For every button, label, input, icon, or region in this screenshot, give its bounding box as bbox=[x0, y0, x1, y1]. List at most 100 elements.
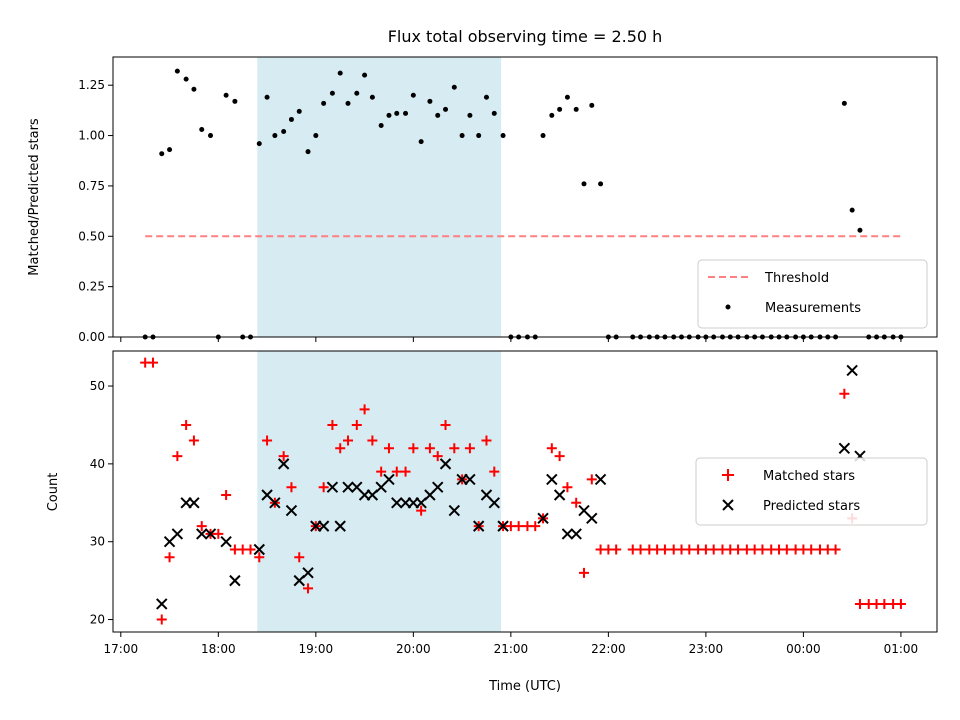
x-tick-label: 18:00 bbox=[201, 642, 236, 656]
measurement-point bbox=[403, 110, 409, 116]
predicted-star-point bbox=[472, 520, 485, 532]
measurement-point bbox=[467, 112, 473, 118]
matched-star-point bbox=[156, 614, 167, 625]
matched-star-point bbox=[254, 552, 265, 563]
measurement-point bbox=[167, 147, 173, 153]
predicted-star-point bbox=[285, 504, 298, 517]
top-legend: Threshold Measurements bbox=[697, 259, 928, 329]
measurement-point bbox=[394, 110, 400, 116]
axes-frame bbox=[112, 350, 938, 633]
measurement-point bbox=[483, 94, 489, 100]
matched-star-point bbox=[659, 544, 670, 555]
predicted-star-point bbox=[594, 473, 607, 486]
matched-star-point bbox=[854, 598, 865, 609]
matched-star-point bbox=[383, 443, 394, 454]
measurement-point bbox=[589, 102, 595, 108]
predicted-star-point bbox=[391, 497, 403, 509]
matched-star-point bbox=[416, 505, 427, 516]
measurement-point bbox=[329, 90, 335, 96]
y-tick-label: 50 bbox=[90, 379, 105, 393]
y-tick-label: 30 bbox=[90, 535, 105, 549]
measurement-point bbox=[281, 129, 287, 135]
matched-star-point bbox=[708, 544, 719, 555]
matched-star-point bbox=[164, 552, 175, 563]
measurement-point bbox=[581, 181, 587, 187]
legend-measurements-label: Measurements bbox=[765, 301, 861, 316]
matched-star-point bbox=[376, 466, 387, 477]
legend-predicted-swatch bbox=[722, 499, 734, 511]
matched-star-point bbox=[839, 388, 850, 399]
matched-star-point bbox=[546, 443, 557, 454]
matched-star-point bbox=[327, 419, 338, 430]
measurement-point bbox=[549, 112, 555, 118]
measurement-point bbox=[305, 149, 311, 155]
x-tick-label: 17:00 bbox=[104, 642, 139, 656]
predicted-star-point bbox=[586, 512, 598, 525]
measurement-point bbox=[557, 106, 563, 112]
predicted-star-point bbox=[269, 497, 281, 509]
observing-window bbox=[257, 351, 502, 632]
y-tick-label: 40 bbox=[90, 457, 105, 471]
matched-star-point bbox=[554, 451, 565, 462]
measurement-point bbox=[159, 151, 165, 157]
measurement-point bbox=[410, 92, 416, 98]
matched-star-point bbox=[335, 443, 346, 454]
matched-star-point bbox=[781, 544, 792, 555]
matched-star-point bbox=[213, 528, 224, 539]
predicted-star-point bbox=[326, 481, 339, 493]
measurement-point bbox=[313, 133, 319, 139]
measurement-point bbox=[208, 133, 214, 139]
y-tick-label: 0.75 bbox=[78, 179, 105, 193]
matched-star-point bbox=[489, 466, 500, 477]
matched-star-point bbox=[830, 544, 841, 555]
legend-predicted-label: Predicted stars bbox=[763, 499, 860, 514]
predicted-star-point bbox=[220, 535, 232, 548]
x-tick-label: 22:00 bbox=[591, 642, 626, 656]
matched-star-point bbox=[757, 544, 768, 555]
measurement-point bbox=[418, 139, 424, 145]
matched-star-point bbox=[408, 443, 419, 454]
measurement-point bbox=[500, 133, 506, 139]
matched-star-point bbox=[806, 544, 817, 555]
measurement-point bbox=[191, 86, 197, 92]
matched-star-point bbox=[303, 583, 314, 594]
measurement-point bbox=[849, 207, 855, 213]
matched-star-point bbox=[879, 598, 890, 609]
y-tick-label: 1.00 bbox=[78, 129, 105, 143]
measurement-point bbox=[435, 112, 441, 118]
predicted-star-point bbox=[171, 528, 184, 540]
count-plot: 20 30 40 50 17:00 18:00 19:00 20:00 21:00 22:00 23… bbox=[90, 350, 938, 656]
matched-star-point bbox=[188, 435, 199, 446]
matched-star-point bbox=[286, 482, 297, 493]
measurement-point bbox=[841, 100, 847, 106]
measurement-point bbox=[540, 133, 546, 139]
measurement-point bbox=[199, 127, 205, 133]
matched-star-point bbox=[586, 474, 597, 485]
observing-window bbox=[257, 57, 502, 337]
measurement-point bbox=[378, 122, 384, 128]
measurement-point bbox=[427, 98, 433, 104]
predicted-star-point bbox=[156, 598, 168, 610]
predicted-star-point bbox=[561, 528, 574, 540]
predicted-star-point bbox=[277, 458, 290, 470]
measurement-point bbox=[386, 112, 392, 118]
measurement-point bbox=[296, 108, 302, 114]
predicted-star-point bbox=[204, 528, 217, 540]
measurement-point bbox=[232, 98, 238, 104]
measurement-point bbox=[354, 90, 360, 96]
top-y-axis-label: Matched/Predicted stars bbox=[27, 118, 42, 276]
matched-star-point bbox=[196, 521, 207, 532]
predicted-star-point bbox=[553, 489, 566, 501]
bottom-legend: Matched stars Predicted stars bbox=[695, 457, 928, 526]
measurement-point bbox=[476, 133, 482, 139]
predicted-star-point bbox=[537, 512, 549, 525]
x-tick-label: 23:00 bbox=[689, 642, 724, 656]
legend-matched-label: Matched stars bbox=[763, 469, 855, 484]
x-tick-label: 21:00 bbox=[494, 642, 529, 656]
matched-star-point bbox=[578, 567, 589, 578]
matched-star-point bbox=[262, 435, 273, 446]
matched-star-point bbox=[424, 443, 435, 454]
predicted-star-point bbox=[253, 543, 265, 556]
matched-star-point bbox=[513, 521, 524, 532]
